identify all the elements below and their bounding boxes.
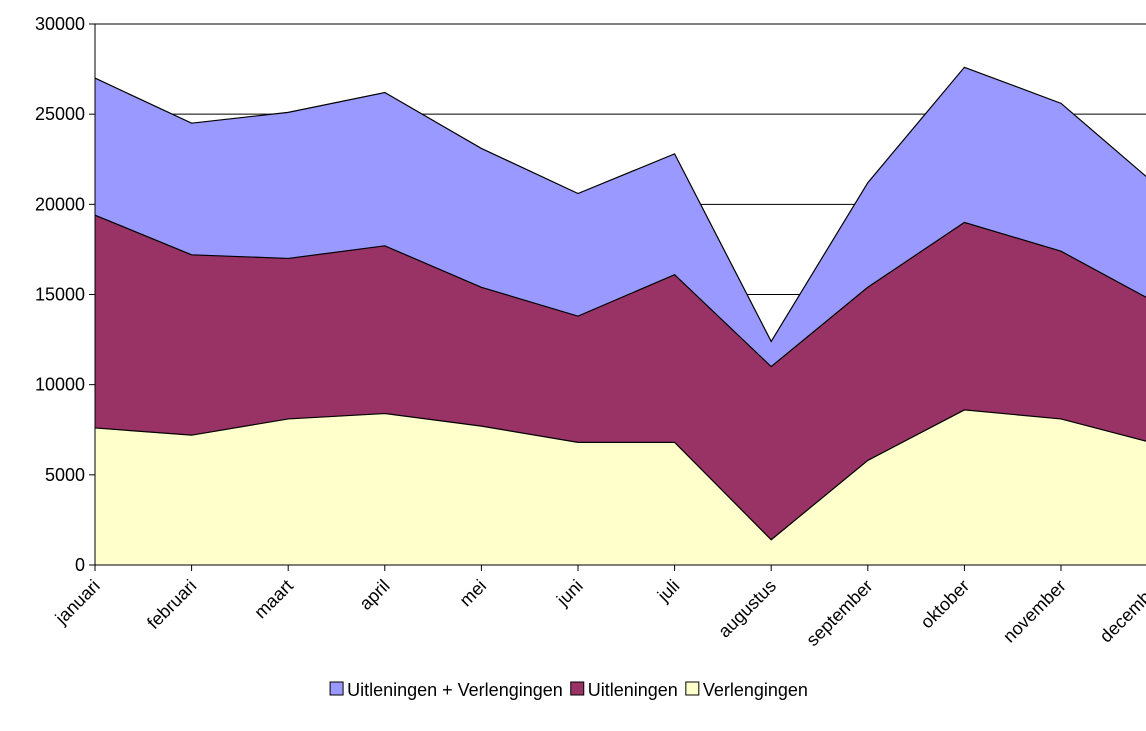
x-tick-label: oktober (917, 576, 974, 633)
y-tick-label: 30000 (35, 14, 85, 34)
legend: Uitleningen + Verlengingen Uitleningen Ver… (329, 680, 808, 700)
x-tick-label: augustus (714, 576, 780, 642)
y-tick-label: 0 (75, 555, 85, 575)
x-tick-label: januari (51, 576, 104, 629)
area (95, 409, 1146, 565)
x-tick-label: februari (143, 576, 200, 633)
legend-label: Uitleningen (588, 680, 678, 700)
legend-label: Verlengingen (703, 680, 808, 700)
y-tick-label: 15000 (35, 285, 85, 305)
x-tick-label: maart (250, 576, 297, 623)
x-tick-label: april (355, 576, 393, 614)
y-tick-label: 10000 (35, 375, 85, 395)
area-line (94, 409, 1146, 541)
legend-swatch (570, 681, 585, 696)
x-tick-label: september (802, 576, 876, 650)
y-tick-label: 5000 (45, 465, 85, 485)
legend-label: Uitleningen + Verlengingen (347, 680, 563, 700)
y-tick-label: 20000 (35, 194, 85, 214)
legend-swatch (685, 681, 700, 696)
x-tick-label: november (999, 576, 1070, 647)
area-line (94, 66, 1146, 343)
x-tick-label: december (1096, 576, 1146, 647)
x-tick-label: juli (653, 576, 683, 606)
area-line (94, 214, 1146, 368)
x-tick-label: juni (552, 576, 587, 611)
legend-swatch (329, 681, 344, 696)
y-tick-label: 25000 (35, 104, 85, 124)
x-tick-label: mei (456, 576, 491, 611)
